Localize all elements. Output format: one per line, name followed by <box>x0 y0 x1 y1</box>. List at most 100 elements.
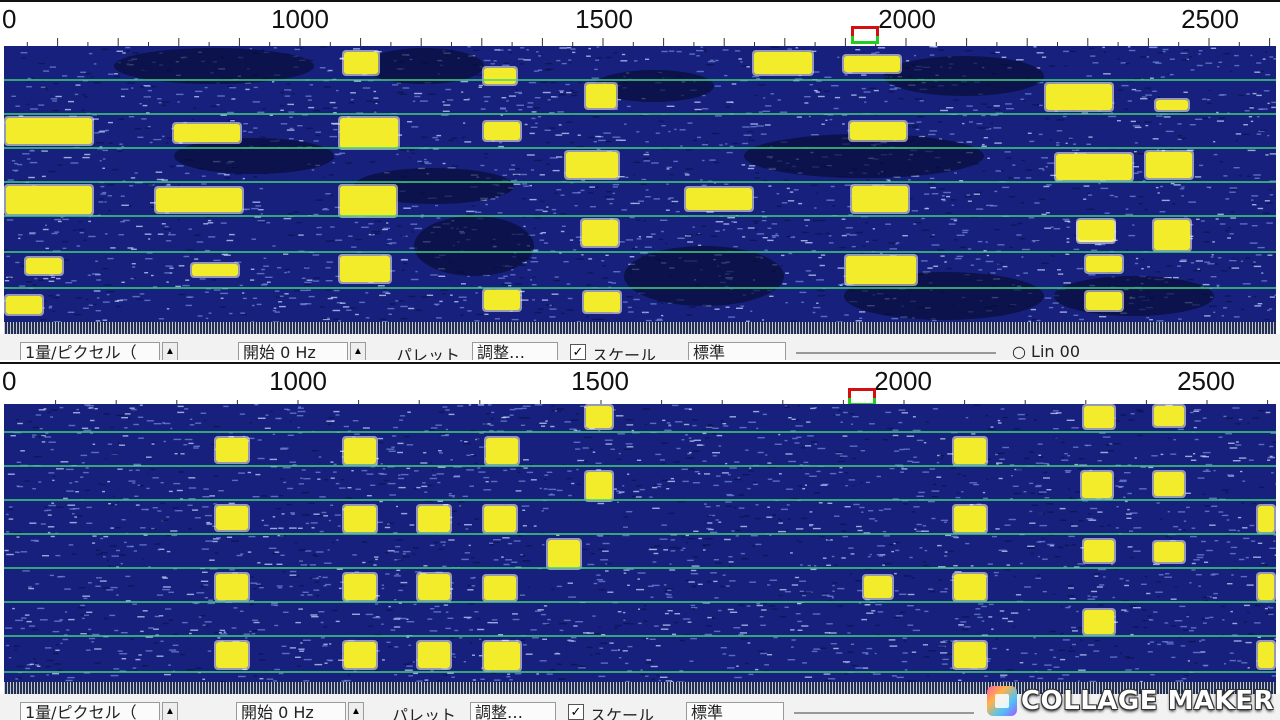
signal-trace <box>340 256 390 282</box>
signal-trace <box>156 188 242 212</box>
dark-region <box>884 56 1044 96</box>
scale-checkbox[interactable]: ✓ <box>568 704 584 720</box>
waterfall-toolbar: 1量/ピクセル（ ▲ 開始 0 Hz ▲ パレット 調整… ✓ スケール 標準 … <box>0 334 1280 360</box>
signal-trace <box>340 186 396 216</box>
signal-trace <box>586 84 616 108</box>
start-freq-field[interactable]: 開始 0 Hz <box>238 342 348 360</box>
waterfall-display[interactable] <box>4 46 1276 322</box>
signal-trace <box>418 574 450 600</box>
signal-trace <box>954 642 986 668</box>
ruler-ticks <box>26 38 1271 48</box>
waterfall-panel-top: 0 1000 1500 2000 2500 1量/ピクセル（ ▲ 開始 0 Hz… <box>0 0 1280 360</box>
signal-trace <box>1154 472 1184 496</box>
signal-trace <box>484 506 516 532</box>
frequency-ruler[interactable]: 0 1000 1500 2000 2500 <box>0 362 1280 410</box>
dark-region <box>594 70 714 102</box>
waterfall-panel-bottom: 0 1000 1500 2000 2500 1量/ピクセル（ ▲ 開始 0 Hz… <box>0 362 1280 720</box>
signal-trace <box>1154 542 1184 562</box>
signal-trace <box>1084 540 1114 562</box>
bins-spinner[interactable]: ▲ <box>162 342 178 360</box>
dark-region <box>1054 276 1214 316</box>
start-freq-field[interactable]: 開始 0 Hz <box>236 702 346 720</box>
signal-trace <box>484 642 520 670</box>
collage-maker-watermark: COLLAGE MAKER <box>986 686 1274 716</box>
signal-trace <box>418 642 450 668</box>
mode-select[interactable]: 標準 <box>688 342 786 360</box>
watermark-text: COLLAGE MAKER <box>1020 686 1274 716</box>
signal-trace <box>1084 406 1114 428</box>
collage-maker-logo-icon <box>986 686 1017 716</box>
signal-trace <box>1056 154 1132 180</box>
signal-trace <box>216 574 248 600</box>
dark-region <box>114 48 314 84</box>
signal-trace <box>216 438 248 462</box>
start-spinner[interactable]: ▲ <box>350 342 366 360</box>
palette-label: パレット <box>396 346 461 360</box>
signal-trace <box>586 406 612 428</box>
signal-trace <box>1258 574 1274 600</box>
signal-trace <box>954 506 986 532</box>
signal-trace <box>6 296 42 314</box>
signal-trace <box>686 188 752 210</box>
palette-label: パレット <box>392 706 457 720</box>
signal-trace <box>584 292 620 312</box>
signal-trace <box>586 472 612 500</box>
signal-trace <box>864 576 892 598</box>
ruler-label-0: 0 <box>2 366 17 396</box>
adjust-button[interactable]: 調整… <box>472 342 558 360</box>
dark-region <box>414 216 534 276</box>
bins-per-pixel-field[interactable]: 1量/ピクセル（ <box>20 342 160 360</box>
frequency-ruler[interactable]: 0 1000 1500 2000 2500 <box>0 0 1280 48</box>
lin-option[interactable]: ○ Lin 00 <box>1012 342 1080 360</box>
signal-trace <box>1154 406 1184 426</box>
gain-slider[interactable] <box>794 712 974 714</box>
signal-trace <box>484 68 516 84</box>
ruler-label-1500: 1500 <box>571 366 629 396</box>
signal-trace <box>418 506 450 532</box>
signal-trace <box>192 264 238 276</box>
ruler-label-0: 0 <box>2 4 17 34</box>
gain-slider[interactable] <box>796 352 996 354</box>
scale-checkbox[interactable]: ✓ <box>570 344 586 360</box>
dark-region <box>174 138 334 174</box>
waterfall-display[interactable] <box>4 404 1276 682</box>
signal-trace <box>582 220 618 246</box>
bins-per-pixel-field[interactable]: 1量/ピクセル（ <box>20 702 160 720</box>
signal-trace <box>344 52 378 74</box>
ruler-label-1000: 1000 <box>269 366 327 396</box>
signal-trace <box>484 576 516 600</box>
mode-select[interactable]: 標準 <box>686 702 784 720</box>
signal-trace <box>1258 506 1274 532</box>
signal-trace <box>26 258 62 274</box>
ruler-label-2500: 2500 <box>1181 4 1239 34</box>
start-spinner[interactable]: ▲ <box>348 702 364 720</box>
signal-trace <box>484 290 520 310</box>
signal-trace <box>484 122 520 140</box>
signal-trace <box>1156 100 1188 110</box>
tx-frequency-marker[interactable] <box>851 26 879 44</box>
signal-trace <box>6 118 92 144</box>
signal-trace <box>548 540 580 568</box>
dark-region <box>364 48 484 84</box>
signal-trace <box>1086 256 1122 272</box>
signal-trace <box>174 124 240 142</box>
signal-trace <box>1154 220 1190 250</box>
dark-region <box>624 246 784 306</box>
adjust-button[interactable]: 調整… <box>470 702 556 720</box>
waterfall-canvas <box>4 46 1276 322</box>
scale-label: スケール <box>590 706 655 720</box>
waterfall-scanline <box>4 682 1276 694</box>
signal-trace <box>566 152 618 178</box>
rx-marker-green <box>851 36 879 44</box>
waterfall-scanline <box>4 322 1276 334</box>
signal-trace <box>1084 610 1114 634</box>
signal-trace <box>216 506 248 530</box>
signal-trace <box>954 438 986 464</box>
signal-trace <box>1046 84 1112 110</box>
ruler-label-2500: 2500 <box>1177 366 1235 396</box>
signal-trace <box>844 56 900 72</box>
waterfall-toolbar: 1量/ピクセル（ ▲ 開始 0 Hz ▲ パレット 調整… ✓ スケール 標準 <box>0 694 1280 720</box>
tx-marker-red <box>848 388 876 398</box>
bins-spinner[interactable]: ▲ <box>162 702 178 720</box>
signal-trace <box>486 438 518 464</box>
